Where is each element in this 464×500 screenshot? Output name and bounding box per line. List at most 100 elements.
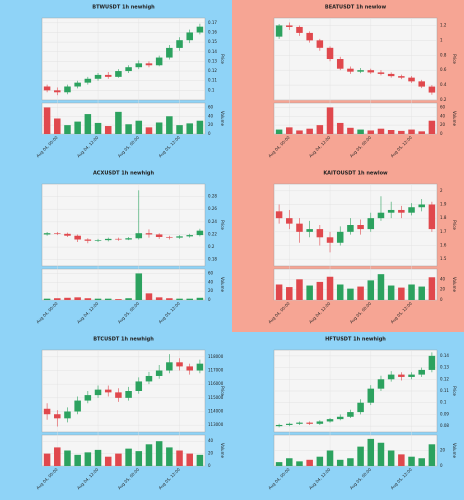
candle-body: [196, 230, 204, 236]
y-tick-label: 0.1: [208, 87, 215, 92]
candle-body: [104, 238, 112, 241]
volume-bar: [186, 298, 193, 300]
volume-tick-label: 60: [208, 104, 214, 109]
candle-body: [377, 72, 385, 74]
candle-body: [418, 369, 425, 375]
candle-body: [377, 212, 385, 219]
y-tick-label: 0.8: [440, 52, 447, 57]
volume-bar: [326, 450, 334, 466]
volume-bar: [104, 456, 112, 466]
volume-bar: [176, 125, 183, 134]
y-tick-label: 1.8: [440, 215, 447, 220]
volume-tick-label: 20: [208, 122, 214, 127]
y-tick-label: 0.26: [208, 206, 217, 211]
volume-bar: [326, 276, 334, 300]
volume-bar: [74, 297, 81, 300]
y-tick-label: 118000: [208, 354, 224, 359]
volume-tick-label: 20: [208, 451, 214, 456]
y-tick-label: 1.5: [440, 256, 447, 261]
volume-bar: [336, 459, 344, 466]
y-tick-label: 1.9: [440, 202, 447, 207]
candle-body: [166, 47, 173, 58]
candle-body: [155, 57, 163, 66]
volume-tick-label: 40: [208, 279, 214, 284]
volume-bar: [176, 298, 183, 300]
volume-axis-label: Volume: [220, 277, 225, 292]
volume-bar: [316, 281, 324, 300]
candle-body: [408, 207, 415, 213]
volume-bar: [296, 461, 303, 466]
volume-bar: [145, 127, 153, 134]
volume-bar: [115, 453, 122, 466]
volume-bar: [428, 444, 436, 466]
volume-bar: [155, 441, 163, 466]
candle-body: [74, 82, 81, 87]
candle-body: [145, 63, 153, 66]
y-tick-label: 1.7: [440, 229, 447, 234]
candle-body: [326, 47, 334, 59]
volume-bar: [43, 453, 51, 466]
candle-body: [186, 366, 193, 371]
volume-bar: [316, 125, 324, 134]
volume-bar: [166, 447, 173, 466]
volume-bar: [104, 126, 112, 134]
candle-body: [408, 374, 415, 377]
volume-bar: [306, 459, 313, 466]
chart-title: KAITOUSDT 1h newlow: [323, 171, 388, 177]
volume-bar: [418, 286, 425, 300]
y-tick-label: 2: [440, 188, 443, 193]
volume-bar: [387, 130, 395, 134]
candle-body: [306, 32, 313, 41]
volume-bar: [84, 298, 92, 300]
volume-bar: [408, 284, 415, 300]
candle-body: [94, 240, 102, 241]
volume-bar: [275, 129, 283, 134]
candle-body: [115, 71, 122, 77]
volume-tick-label: 0: [440, 131, 443, 136]
candle-body: [155, 370, 163, 376]
candle-body: [115, 238, 122, 240]
price-panel: [41, 349, 206, 433]
candle-body: [84, 395, 92, 401]
volume-tick-label: 60: [208, 270, 214, 275]
y-tick-label: 0.11: [208, 78, 217, 83]
price-panel: [273, 183, 438, 267]
y-axis-label: Price: [220, 54, 225, 64]
candle-body: [176, 236, 183, 238]
candle-body: [64, 86, 71, 93]
candle-body: [296, 26, 303, 33]
candle-body: [367, 218, 375, 230]
volume-bar: [418, 458, 425, 466]
volume-bar: [408, 456, 415, 466]
volume-tick-label: 40: [208, 438, 214, 443]
y-tick-label: 1.2: [440, 22, 447, 27]
candle-body: [54, 414, 61, 419]
volume-bar: [377, 442, 385, 466]
candle-body: [94, 389, 102, 396]
volume-tick-label: 20: [440, 287, 446, 292]
volume-bar: [387, 450, 395, 466]
volume-axis-label: Volume: [452, 111, 457, 126]
volume-bar: [166, 116, 173, 134]
volume-tick-label: 60: [440, 104, 446, 109]
volume-bar: [54, 118, 61, 134]
volume-bar: [398, 287, 405, 300]
volume-bar: [387, 285, 395, 300]
volume-bar: [357, 129, 364, 134]
candle-body: [145, 233, 153, 235]
candle-body: [54, 90, 61, 93]
volume-bar: [377, 128, 385, 134]
candle-body: [286, 25, 293, 27]
volume-panel: [273, 102, 438, 135]
candle-body: [275, 25, 283, 37]
candle-body: [196, 363, 204, 371]
y-tick-label: 0.14: [208, 49, 217, 54]
volume-tick-label: 40: [440, 276, 446, 281]
chart-panel: BTWUSDT 1h newhigh 0.1 0.11 0.12 0.13 0.14 0.1…: [0, 0, 232, 166]
candle-body: [316, 421, 324, 424]
candle-body: [186, 235, 193, 237]
candle-body: [125, 238, 132, 240]
y-tick-label: 0.08: [440, 423, 449, 428]
volume-bar: [104, 298, 112, 300]
volume-tick-label: 0: [208, 463, 211, 468]
